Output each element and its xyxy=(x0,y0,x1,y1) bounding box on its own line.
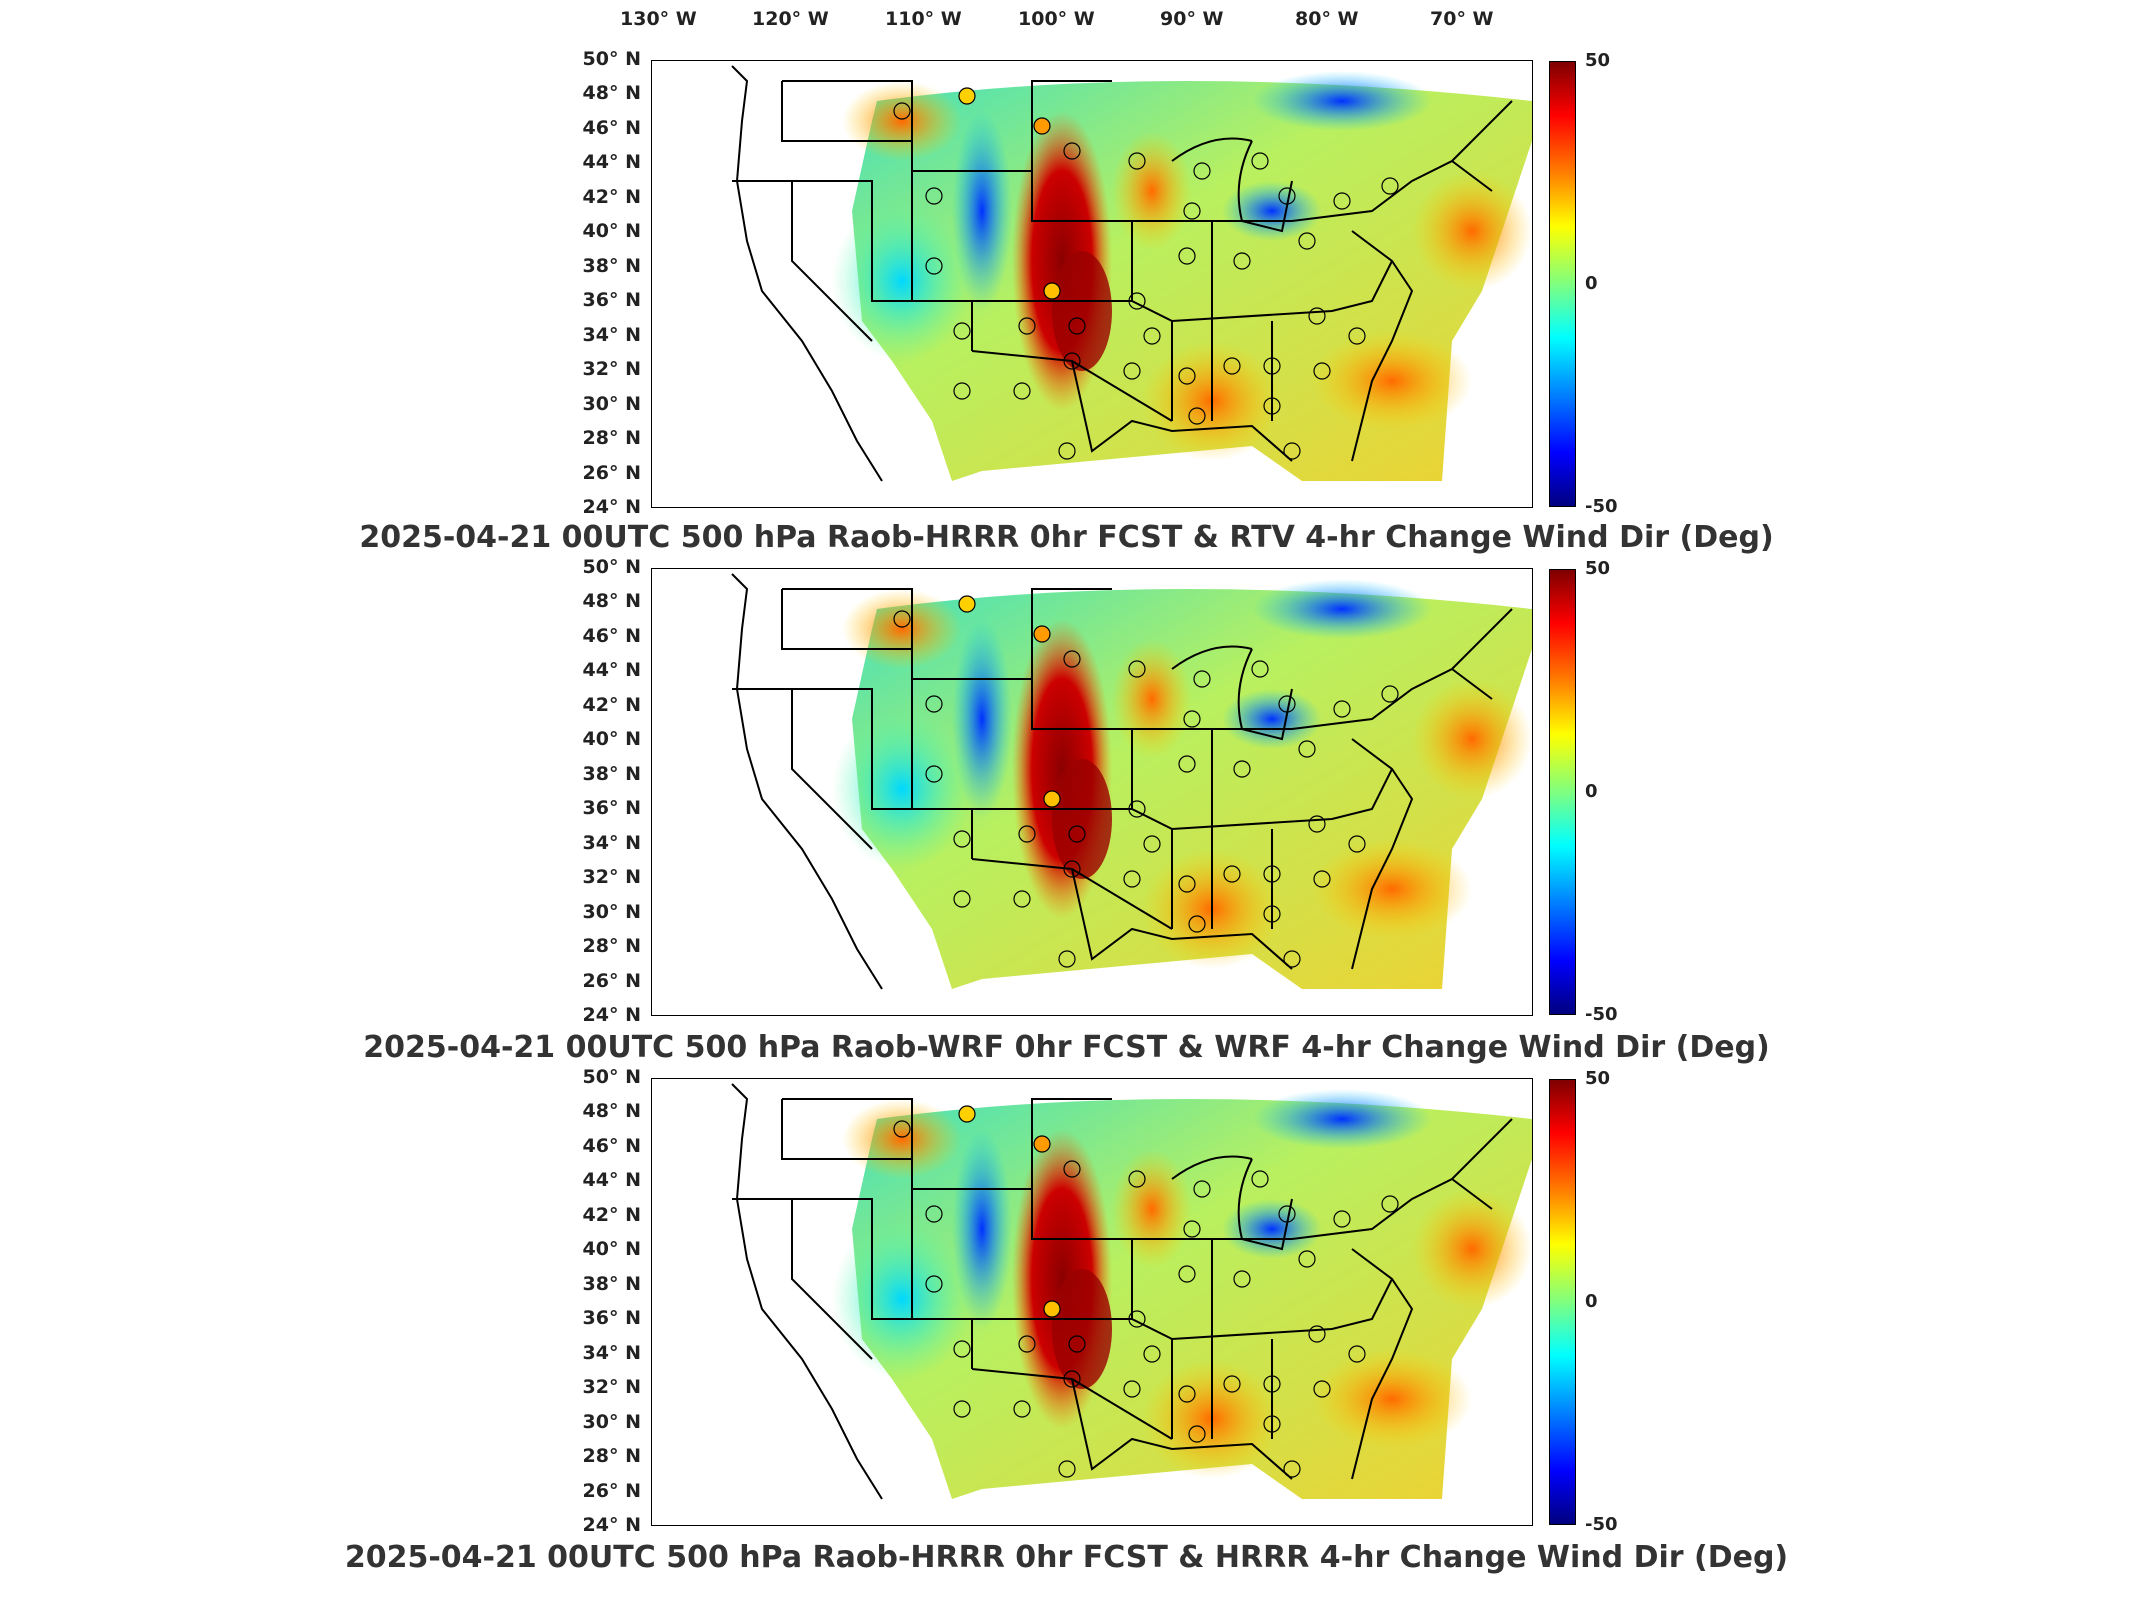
lat-label: 44° N xyxy=(582,151,641,174)
colorbar xyxy=(1549,1079,1576,1525)
lat-label: 30° N xyxy=(582,900,641,923)
colorbar-mid-label: 0 xyxy=(1585,273,1598,294)
lat-label: 26° N xyxy=(582,1479,641,1502)
lon-label: 80° W xyxy=(1295,8,1359,30)
lat-label: 40° N xyxy=(582,1238,641,1261)
lat-label: 44° N xyxy=(582,1169,641,1192)
lat-label: 38° N xyxy=(582,1272,641,1295)
panel-title: 2025-04-21 00UTC 500 hPa Raob-HRRR 0hr F… xyxy=(344,1540,1789,1575)
lat-label: 42° N xyxy=(582,1203,641,1226)
colorbar-max-label: 50 xyxy=(1585,558,1611,579)
lat-label: 24° N xyxy=(582,1004,641,1026)
lon-label: 70° W xyxy=(1430,8,1494,30)
longitude-axis: 130° W 120° W 110° W 100° W 90° W 80° W … xyxy=(0,0,2133,40)
colorbar-max-label: 50 xyxy=(1585,50,1611,71)
lat-label: 48° N xyxy=(582,590,641,613)
lat-label: 28° N xyxy=(582,427,641,450)
lat-label: 40° N xyxy=(582,728,641,751)
lat-label: 28° N xyxy=(582,1445,641,1468)
lon-label: 120° W xyxy=(752,8,829,30)
panel-title: 2025-04-21 00UTC 500 hPa Raob-WRF 0hr FC… xyxy=(363,1030,1770,1065)
colorbar-max-label: 50 xyxy=(1585,1068,1611,1089)
colorbar-min-label: -50 xyxy=(1585,1514,1618,1535)
lat-label: 50° N xyxy=(582,48,641,70)
lat-label: 34° N xyxy=(582,323,641,346)
colorbar-min-label: -50 xyxy=(1585,1004,1618,1025)
wind-direction-change-map xyxy=(731,1083,1532,1500)
lat-label: 48° N xyxy=(582,82,641,105)
lat-label: 32° N xyxy=(582,358,641,381)
lat-label: 26° N xyxy=(582,969,641,992)
lat-label: 46° N xyxy=(582,1134,641,1157)
lat-label: 32° N xyxy=(582,866,641,889)
lat-label: 46° N xyxy=(582,116,641,139)
lat-label: 42° N xyxy=(582,693,641,716)
lat-label: 46° N xyxy=(582,624,641,647)
lat-label: 28° N xyxy=(582,935,641,958)
lat-label: 36° N xyxy=(582,1307,641,1330)
lat-label: 32° N xyxy=(582,1376,641,1399)
colorbar xyxy=(1549,61,1576,507)
lat-label: 30° N xyxy=(582,1410,641,1433)
lon-label: 130° W xyxy=(620,8,697,30)
colorbar-mid-label: 0 xyxy=(1585,781,1598,802)
lon-label: 100° W xyxy=(1018,8,1095,30)
wind-direction-change-map xyxy=(731,573,1532,990)
wind-direction-change-map xyxy=(731,65,1532,482)
map-plot xyxy=(651,60,1533,508)
lat-label: 42° N xyxy=(582,185,641,208)
lat-label: 36° N xyxy=(582,797,641,820)
lat-label: 50° N xyxy=(582,556,641,578)
lat-label: 48° N xyxy=(582,1100,641,1123)
lat-label: 38° N xyxy=(582,762,641,785)
lat-label: 40° N xyxy=(582,220,641,243)
lat-label: 44° N xyxy=(582,659,641,682)
map-plot xyxy=(651,1078,1533,1526)
colorbar-mid-label: 0 xyxy=(1585,1291,1598,1312)
lon-label: 110° W xyxy=(885,8,962,30)
lat-label: 34° N xyxy=(582,1341,641,1364)
panel-title: 2025-04-21 00UTC 500 hPa Raob-HRRR 0hr F… xyxy=(359,520,1774,555)
lat-label: 30° N xyxy=(582,392,641,415)
lat-label: 24° N xyxy=(582,1514,641,1536)
lat-label: 24° N xyxy=(582,496,641,518)
lat-label: 50° N xyxy=(582,1066,641,1088)
lat-label: 34° N xyxy=(582,831,641,854)
lat-label: 36° N xyxy=(582,289,641,312)
colorbar-min-label: -50 xyxy=(1585,496,1618,517)
lat-label: 38° N xyxy=(582,254,641,277)
map-plot xyxy=(651,568,1533,1016)
lon-label: 90° W xyxy=(1160,8,1224,30)
lat-label: 26° N xyxy=(582,461,641,484)
colorbar xyxy=(1549,569,1576,1015)
